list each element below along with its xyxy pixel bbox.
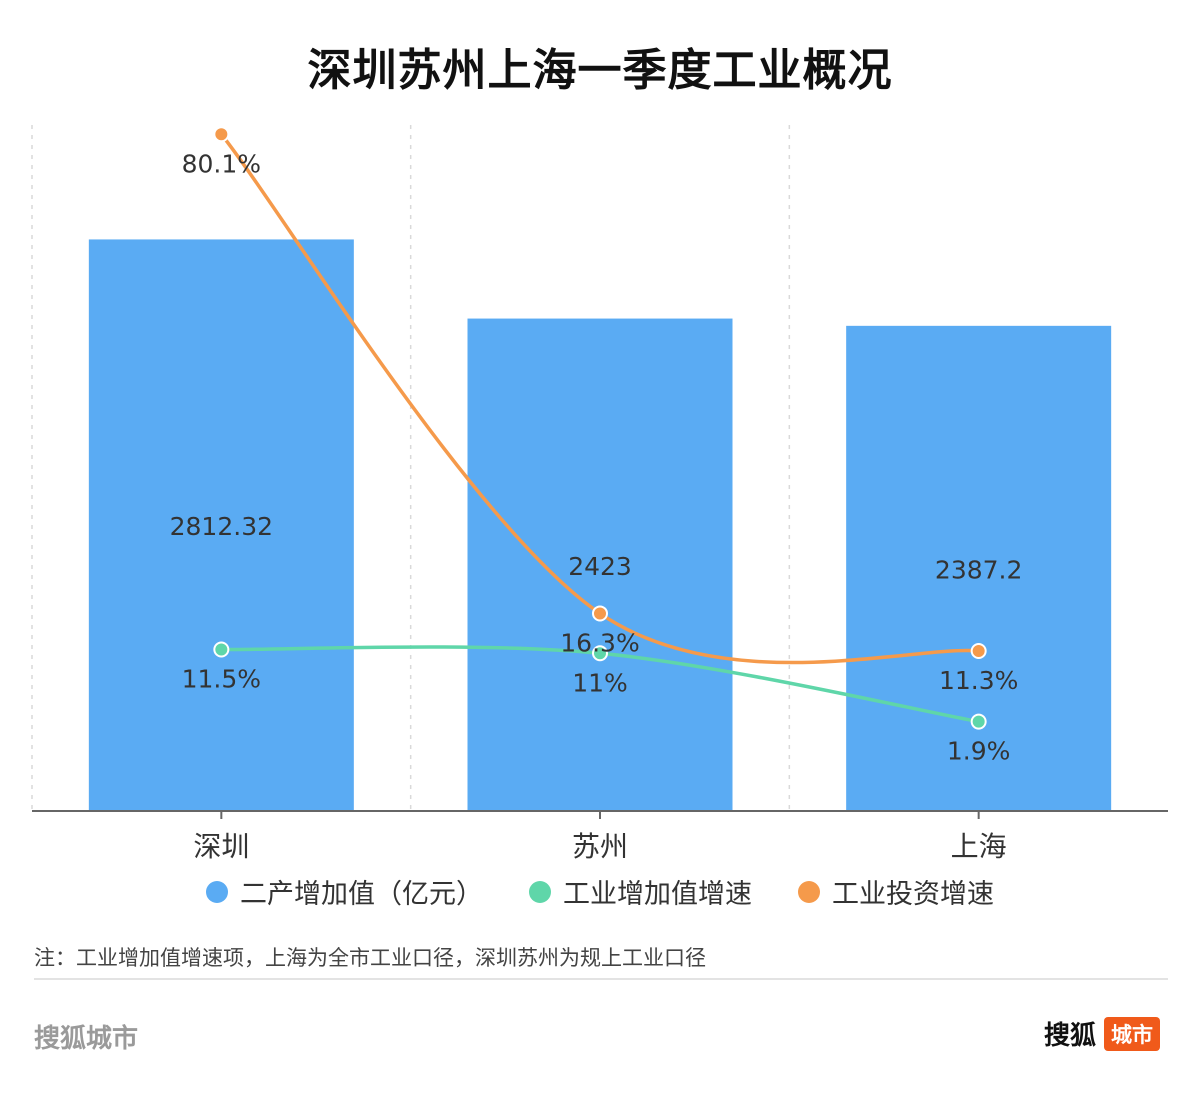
bar (846, 325, 1112, 811)
legend-item: 工业增加值增速 (529, 872, 752, 911)
x-tick-label: 深圳 (193, 830, 249, 863)
bar-value-label: 2387.2 (935, 555, 1022, 584)
bar (88, 239, 354, 811)
point-value-label: 11% (572, 668, 628, 697)
bar-value-label: 2812.32 (170, 512, 273, 541)
point-value-label: 16.3% (560, 628, 639, 657)
legend-marker (529, 880, 551, 903)
legend-label: 工业投资增速 (832, 879, 994, 910)
series-point (970, 643, 987, 660)
footer-source: 搜狐城市 (34, 1024, 139, 1054)
legend-marker (206, 880, 228, 903)
brand-logo: 搜狐 城市 (1044, 1015, 1160, 1052)
series-line (219, 133, 979, 665)
point-value-label: 80.1% (182, 149, 261, 178)
legend-item: 工业投资增速 (798, 872, 994, 911)
legend-item: 二产增加值（亿元） (206, 872, 483, 911)
brand-tag: 城市 (1104, 1016, 1160, 1051)
chart-title: 深圳苏州上海一季度工业概况 (307, 45, 893, 96)
divider (34, 978, 1168, 980)
x-tick-label: 上海 (951, 830, 1007, 863)
series-point (592, 605, 608, 622)
series-point (592, 645, 608, 662)
point-value-label: 11.3% (939, 666, 1018, 695)
chart-note: 注：工业增加值增速项，上海为全市工业口径，深圳苏州为规上工业口径 (34, 946, 706, 970)
bar-value-label: 2423 (568, 552, 632, 581)
legend-label: 二产增加值（亿元） (240, 879, 483, 910)
chart-legend: 二产增加值（亿元） 工业增加值增速 工业投资增速 (0, 872, 1200, 911)
series-point (970, 713, 987, 730)
legend-label: 工业增加值增速 (563, 879, 752, 910)
chart-area: 2812.32 2423 2387.2 深圳 苏州 上海 11.5% 11% 1.9% 80.1%… (31, 125, 1168, 863)
series-point (213, 641, 230, 658)
bar (467, 318, 733, 811)
x-tick-label: 苏州 (572, 830, 628, 863)
point-value-label: 11.5% (182, 665, 261, 694)
series-point (213, 126, 230, 143)
brand-name: 搜狐 (1043, 1021, 1096, 1051)
legend-marker (798, 880, 820, 903)
point-value-label: 1.9% (947, 737, 1011, 766)
